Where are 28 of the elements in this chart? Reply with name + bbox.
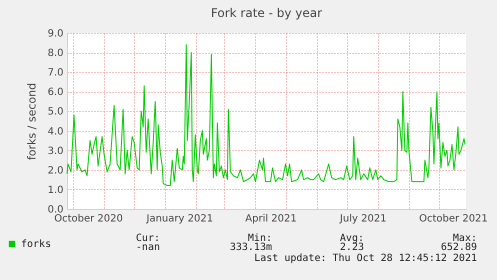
text: Last update: Thu Oct 28 12:45:12 2021 [254,253,477,264]
legend-label: forks [21,239,52,250]
x-tick-label: July 2021 [338,214,387,224]
text: -nan [136,242,160,253]
y-tick-label: 6.0 [48,87,64,98]
line-series [66,44,466,186]
y-tick-label: 8.0 [48,48,64,60]
x-tick-label: October 2020 [54,214,123,224]
y-tick-label: 5.0 [48,106,64,118]
y-tick-label: 1.0 [48,184,64,196]
y-tick-label: 2.0 [48,165,64,176]
y-tick-label: 4.0 [48,126,64,138]
y-tick-label: 7.0 [48,68,64,79]
text: Min: [248,233,272,244]
y-axis-title: forks / second [26,82,39,160]
text: 333.13m [230,242,272,253]
chart-title: Fork rate - by year [210,6,322,20]
y-tick-label: 0.0 [48,204,64,216]
text: Max: [452,233,477,244]
text: 652.89 [440,242,477,253]
y-tick-label: 3.0 [48,146,64,157]
text: Avg: [340,233,364,244]
text: 2.23 [340,242,364,253]
x-tick-label: January 2021 [146,214,214,224]
x-tick-label: October 2021 [419,214,488,224]
x-tick-label: April 2021 [245,214,297,224]
text: Cur: [136,233,160,244]
y-tick-label: 9.0 [48,28,64,40]
